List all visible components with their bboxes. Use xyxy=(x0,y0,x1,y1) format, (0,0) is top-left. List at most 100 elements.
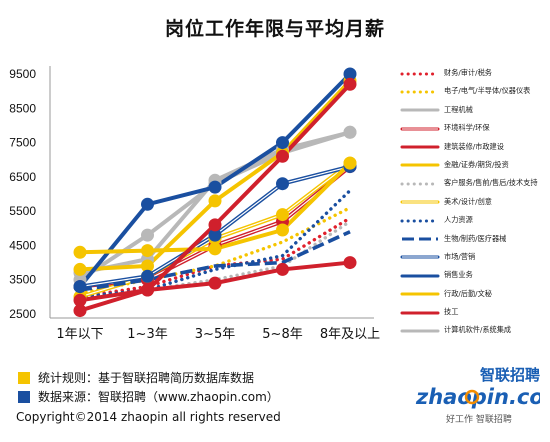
legend-item: 销售业务 xyxy=(396,266,548,284)
legend-swatch xyxy=(400,292,440,296)
legend-item: 客户服务/售前/售后/技术支持 xyxy=(396,174,548,192)
legend-label: 环境科学/环保 xyxy=(444,123,490,133)
series-9 xyxy=(78,188,352,299)
legend-item: 建筑装修/市政建设 xyxy=(396,138,548,156)
data-point xyxy=(276,208,289,222)
data-point xyxy=(73,262,87,276)
data-point xyxy=(73,293,87,307)
legend-item: 人力资源 xyxy=(396,211,548,229)
y-tick-label: 2500 xyxy=(9,307,36,321)
copyright-text: Copyright©2014 zhaopin all rights reserv… xyxy=(16,410,281,424)
chart-legend: 财务/审计/税务电子/电气/半导体/仪器仪表 工程机械环境科学/环保建筑装修/市政… xyxy=(396,64,548,340)
x-tick-label: 1年以下 xyxy=(56,327,103,342)
data-point xyxy=(141,228,154,242)
legend-item: 技工 xyxy=(396,303,548,321)
legend-item: 行政/后勤/文秘 xyxy=(396,285,548,303)
legend-label: 电子/电气/半导体/仪器仪表 xyxy=(444,86,531,96)
y-tick-label: 4500 xyxy=(9,238,36,252)
legend-label: 人力资源 xyxy=(444,215,473,225)
source-note-swatch xyxy=(18,390,30,403)
chart-axes: 2500 3500 4500 5500 6500 7500 8500 9500 1年以下 1~3年… xyxy=(9,66,380,342)
source-note-text: 数据来源：智联招聘（www.zhaopin.com） xyxy=(38,390,279,404)
rule-note: 统计规则：基于智联招聘简历数据库数据 xyxy=(16,368,279,387)
y-tick-label: 6500 xyxy=(9,170,36,184)
y-tick-label: 9500 xyxy=(9,67,36,81)
legend-item: 财务/审计/税务 xyxy=(396,64,548,82)
y-tick-label: 8500 xyxy=(9,101,36,115)
legend-swatch xyxy=(400,311,440,315)
legend-swatch xyxy=(400,163,440,167)
legend-swatch xyxy=(400,182,440,186)
legend-item: 生物/制药/医疗器械 xyxy=(396,230,548,248)
x-tick-label: 1~3年 xyxy=(127,327,167,342)
series-markers xyxy=(73,67,357,318)
chart-notes: 统计规则：基于智联招聘简历数据库数据 数据来源：智联招聘（www.zhaopin… xyxy=(16,368,279,406)
data-point xyxy=(73,280,87,294)
legend-label: 客户服务/售前/售后/技术支持 xyxy=(444,178,538,188)
logo-brand-text: 智联招聘 xyxy=(480,366,540,384)
x-tick-label: 8年及以上 xyxy=(320,327,380,342)
data-point xyxy=(276,149,289,163)
legend-label: 计算机软件/系统集成 xyxy=(444,325,512,335)
rule-note-swatch xyxy=(18,371,30,384)
data-point xyxy=(141,244,154,258)
legend-label: 行政/后勤/文秘 xyxy=(444,288,492,298)
data-point xyxy=(141,259,154,273)
y-tick-label: 7500 xyxy=(9,136,36,150)
data-point xyxy=(208,218,222,232)
data-point xyxy=(343,77,357,91)
y-tick-label: 5500 xyxy=(9,204,36,218)
data-point xyxy=(141,283,154,297)
data-point xyxy=(208,242,222,256)
legend-item: 金融/证券/期货/投资 xyxy=(396,156,548,174)
data-point xyxy=(73,304,87,318)
legend-item: 工程机械 xyxy=(396,101,548,119)
legend-item: 计算机软件/系统集成 xyxy=(396,321,548,339)
data-point xyxy=(276,136,289,150)
series-10 xyxy=(79,230,351,292)
rule-note-text: 统计规则：基于智联招聘简历数据库数据 xyxy=(38,371,255,385)
legend-swatch xyxy=(400,219,440,223)
legend-label: 生物/制药/医疗器械 xyxy=(444,233,507,243)
legend-swatch xyxy=(400,200,440,204)
data-point xyxy=(208,194,222,208)
legend-label: 工程机械 xyxy=(444,104,473,114)
x-tick-label: 5~8年 xyxy=(262,327,302,342)
legend-item: 电子/电气/半导体/仪器仪表 xyxy=(396,82,548,100)
y-tick-label: 3500 xyxy=(9,273,36,287)
legend-label: 市场/营销 xyxy=(444,251,476,261)
legend-label: 金融/证券/期货/投资 xyxy=(444,159,509,169)
data-point xyxy=(208,180,222,194)
data-point xyxy=(141,197,154,211)
data-point xyxy=(343,125,357,139)
legend-label: 销售业务 xyxy=(444,270,473,280)
data-point xyxy=(343,67,357,81)
legend-label: 建筑装修/市政建设 xyxy=(444,141,504,151)
legend-swatch xyxy=(400,329,440,333)
data-point xyxy=(141,269,154,283)
legend-label: 财务/审计/税务 xyxy=(444,68,492,77)
data-point xyxy=(276,262,289,276)
legend-swatch xyxy=(402,237,438,241)
legend-item: 市场/营销 xyxy=(396,248,548,266)
legend-label: 技工 xyxy=(444,307,459,317)
legend-item: 美术/设计/创意 xyxy=(396,193,548,211)
series-line xyxy=(78,188,352,299)
legend-swatch xyxy=(400,108,440,112)
legend-swatch xyxy=(400,127,440,131)
series-line xyxy=(79,230,351,292)
legend-item: 环境科学/环保 xyxy=(396,119,548,137)
legend-swatch xyxy=(400,145,440,149)
chart-title: 岗位工作年限与平均月薪 xyxy=(164,18,385,40)
source-note: 数据来源：智联招聘（www.zhaopin.com） xyxy=(16,387,279,406)
legend-swatch xyxy=(400,90,440,94)
logo-orange-ring xyxy=(464,389,480,405)
legend-swatch xyxy=(400,255,440,259)
data-point xyxy=(208,276,222,290)
logo-slogan-text: 好工作 智联招聘 xyxy=(446,413,512,425)
zhaopin-logo: 智联招聘 zhaopin.com 好工作 智联招聘 xyxy=(415,366,540,425)
x-tick-label: 3~5年 xyxy=(195,327,235,342)
legend-swatch xyxy=(400,274,440,278)
data-point xyxy=(73,245,87,259)
data-point xyxy=(208,228,222,242)
